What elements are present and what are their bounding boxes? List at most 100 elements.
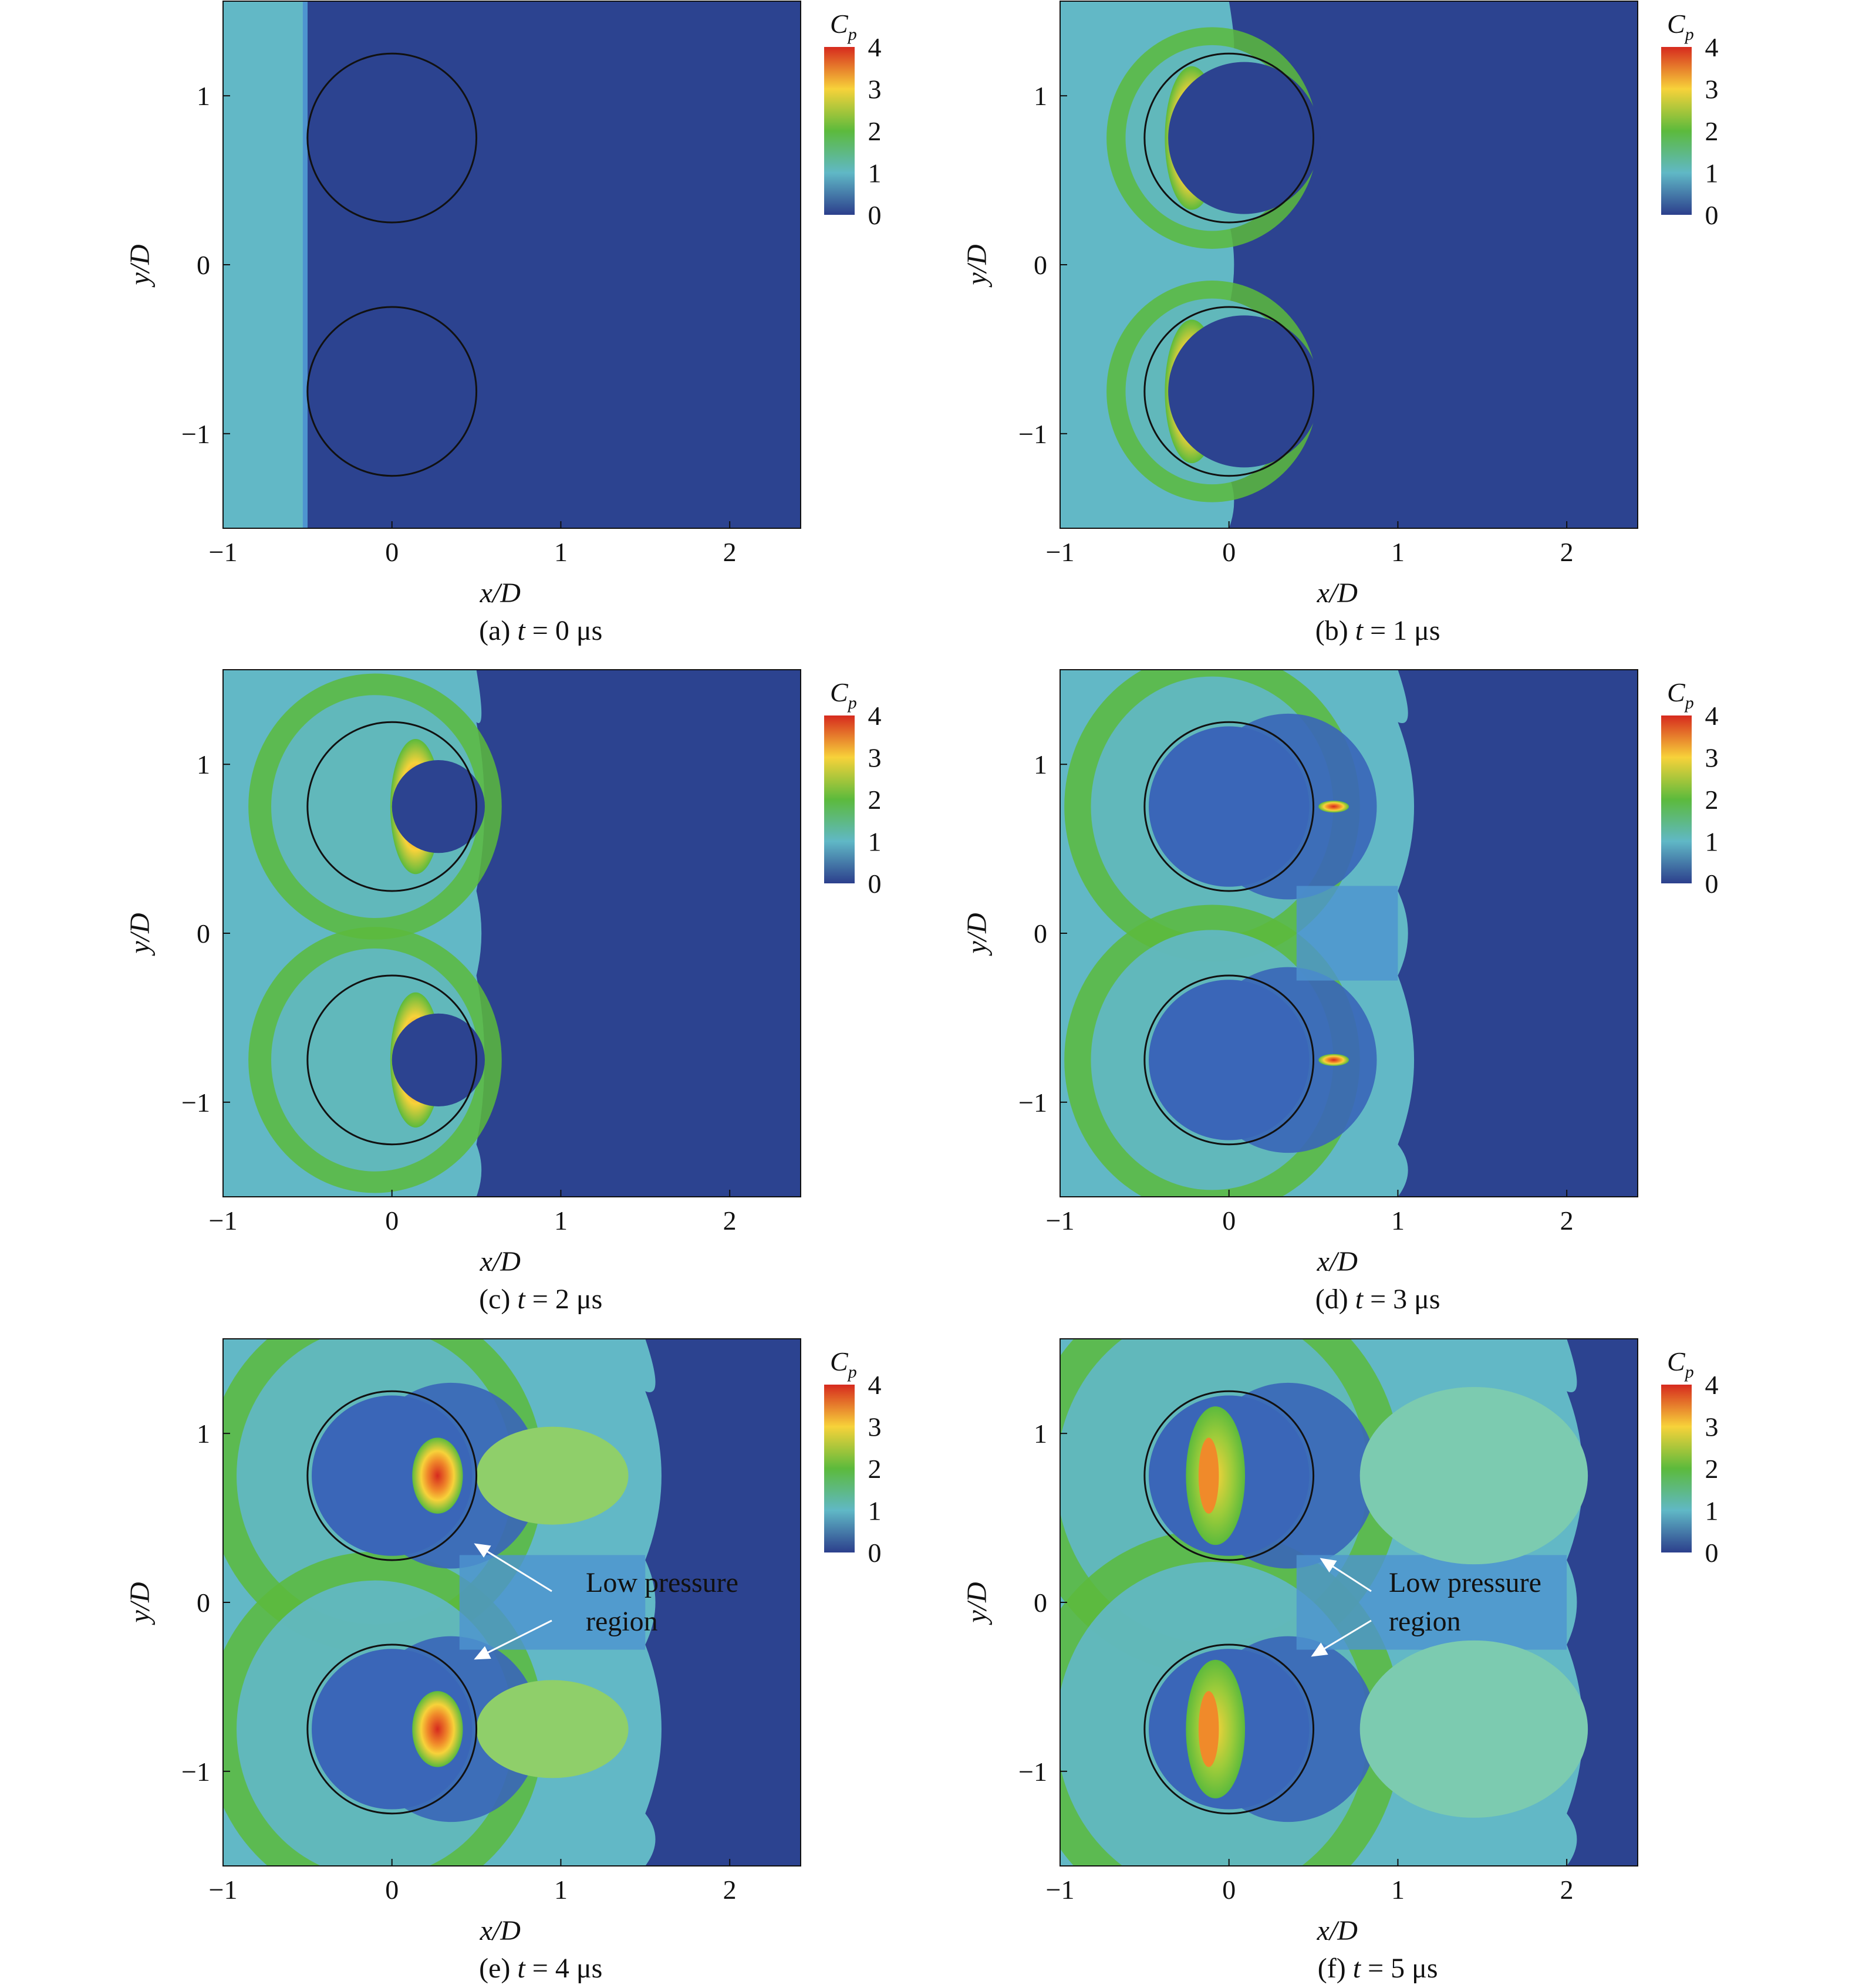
x-tick-label: −1 (209, 537, 238, 567)
colorbar-tick-label: 0 (1705, 869, 1719, 899)
colorbar-tick-label: 4 (868, 701, 882, 731)
y-tick-label: 0 (1034, 250, 1047, 280)
colorbar (1661, 47, 1692, 215)
cylinder-interior (312, 1649, 473, 1810)
annotation-text-line-1: Low pressure (1389, 1567, 1541, 1598)
annotation-text-line-1: Low pressure (586, 1567, 738, 1598)
x-axis-label: x/D (1317, 1246, 1358, 1277)
caption-value: = 2 μs (525, 1284, 602, 1315)
colorbar-tick-label: 4 (1705, 701, 1719, 731)
colorbar-tick-label: 2 (1705, 116, 1719, 146)
x-tick-label: 0 (385, 537, 399, 567)
pressure-field (1060, 1, 1638, 528)
colorbar-tick-label: 3 (868, 75, 882, 104)
colorbar-tick-label: 2 (868, 1454, 882, 1484)
ambient-region (223, 1, 801, 528)
caption-prefix: (a) (479, 615, 517, 646)
caption-variable: t (517, 1953, 526, 1984)
pressure-field (223, 1339, 801, 1866)
x-axis-label: x/D (1317, 578, 1358, 609)
colorbar-title-sub: p (847, 693, 857, 713)
cylinder-interior (1149, 980, 1310, 1140)
pressure-field (223, 1, 801, 528)
cylinder-outline-2 (1143, 974, 1315, 1146)
y-tick-label: 1 (197, 81, 210, 111)
y-tick-label: 0 (197, 1588, 210, 1618)
y-axis-label: y/D (124, 913, 156, 956)
caption-variable: t (1355, 615, 1364, 646)
colorbar-tick-label: 4 (1705, 1370, 1719, 1400)
cylinder-outline-1 (1143, 1390, 1315, 1561)
colorbar (824, 1385, 855, 1552)
colorbar-tick-label: 0 (868, 869, 882, 899)
x-tick-label: −1 (1046, 537, 1075, 567)
caption-prefix: (c) (479, 1284, 517, 1315)
colorbar-title-main: C (1667, 9, 1686, 39)
x-axis-label: x/D (480, 578, 521, 609)
caption-prefix: (d) (1315, 1284, 1355, 1315)
panel-caption: (e) t = 4 μs (479, 1953, 602, 1984)
cylinder-outline-2 (1143, 306, 1315, 477)
caption-prefix: (f) (1318, 1953, 1353, 1984)
shock-front (302, 1, 308, 528)
colorbar-tick-label: 3 (1705, 743, 1719, 773)
colorbar-title-main: C (1667, 677, 1686, 707)
annotation-arrow-lower (474, 1619, 552, 1660)
y-tick-label: −1 (1018, 419, 1047, 449)
caption-variable: t (517, 615, 526, 646)
colorbar-tick-label: 2 (868, 116, 882, 146)
caption-prefix: (b) (1315, 615, 1355, 646)
colorbar-title: Cp (1667, 9, 1694, 44)
annotation-arrow-upper (474, 1543, 552, 1592)
colorbar-tick-label: 4 (1705, 32, 1719, 62)
cylinder-outline-1 (306, 721, 478, 892)
colorbar-tick-label: 0 (868, 1538, 882, 1568)
colorbar-title-sub: p (847, 25, 857, 44)
cylinder-interior (1149, 726, 1310, 887)
colorbar-tick-label: 0 (1705, 200, 1719, 230)
x-tick-label: 1 (1391, 1206, 1405, 1236)
colorbar-title: Cp (1667, 1346, 1694, 1382)
colorbar (1661, 1385, 1692, 1552)
y-tick-label: 0 (197, 250, 210, 280)
colorbar-title-sub: p (1684, 25, 1694, 44)
y-axis-label: y/D (961, 244, 993, 288)
colorbar-tick-label: 3 (868, 743, 882, 773)
annotation-text-line-2: region (1389, 1606, 1461, 1637)
x-tick-label: −1 (209, 1875, 238, 1905)
y-tick-label: 0 (197, 919, 210, 949)
x-tick-label: 1 (1391, 537, 1405, 567)
peak-pressure (1318, 801, 1349, 813)
cylinder-outline-2 (306, 306, 478, 477)
cylinder-outline-2 (306, 1643, 478, 1815)
downstream-plume (476, 1426, 629, 1525)
unshocked-core (1168, 315, 1321, 468)
gap-region (459, 1555, 646, 1650)
colorbar-tick-label: 1 (1705, 1496, 1719, 1526)
cylinder-outline-2 (306, 974, 478, 1146)
caption-value: = 3 μs (1363, 1284, 1440, 1315)
colorbar-tick-label: 4 (868, 1370, 882, 1400)
caption-value: = 5 μs (1361, 1953, 1438, 1984)
downstream-plume (1359, 1640, 1588, 1818)
colorbar (824, 715, 855, 883)
colorbar-title: Cp (830, 9, 857, 44)
unshocked-core (392, 760, 485, 853)
cylinder-outline-1 (306, 1390, 478, 1561)
pressure-field (1060, 1339, 1638, 1866)
peak-pressure (1318, 1054, 1349, 1066)
peak-pressure (412, 1437, 463, 1514)
y-tick-label: −1 (181, 1757, 210, 1787)
cylinder-interior (312, 1395, 473, 1556)
y-tick-label: 0 (1034, 1588, 1047, 1618)
colorbar (1661, 715, 1692, 883)
panel-caption: (c) t = 2 μs (479, 1284, 602, 1315)
peak-pressure-core (1198, 1691, 1219, 1767)
x-tick-label: −1 (1046, 1206, 1075, 1236)
colorbar-tick-label: 3 (1705, 75, 1719, 104)
x-tick-label: 1 (554, 537, 568, 567)
x-axis-label: x/D (480, 1915, 521, 1946)
